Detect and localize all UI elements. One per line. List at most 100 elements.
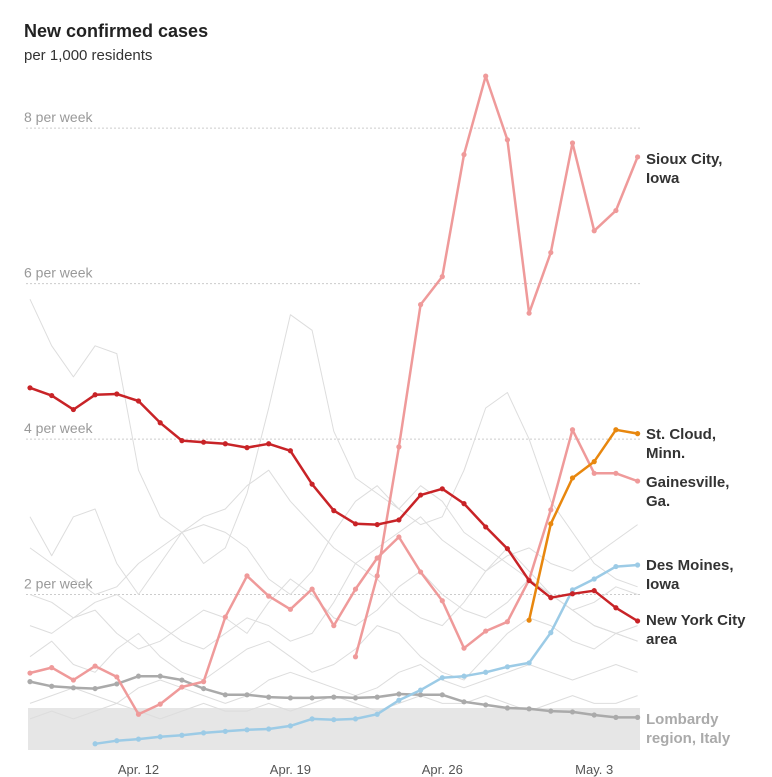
data-point [504, 664, 510, 670]
data-point [483, 702, 489, 708]
data-point [569, 140, 576, 146]
data-point [352, 695, 359, 701]
data-point [352, 586, 359, 592]
chart-subtitle: per 1,000 residents [24, 47, 152, 64]
data-point [591, 459, 597, 465]
data-point [548, 595, 554, 601]
data-point [548, 249, 554, 256]
x-tick-label: Apr. 26 [422, 762, 463, 777]
data-point [613, 605, 619, 611]
data-point [352, 716, 359, 722]
series-line [354, 74, 639, 658]
data-point [114, 391, 120, 397]
data-point [331, 623, 337, 629]
data-point [114, 738, 120, 744]
background-line [29, 664, 638, 704]
data-point [418, 569, 424, 575]
data-point [569, 587, 576, 593]
data-point [461, 152, 467, 158]
data-point [591, 576, 597, 582]
data-point [287, 448, 293, 454]
data-point [483, 628, 489, 634]
data-point [222, 441, 228, 447]
data-point [157, 701, 163, 707]
data-point [49, 665, 55, 671]
data-point [201, 679, 207, 685]
data-point [92, 741, 98, 747]
background-line [29, 617, 638, 681]
data-point [526, 706, 532, 712]
data-point [222, 614, 228, 620]
data-point [526, 577, 532, 584]
data-point [613, 563, 619, 570]
data-point [483, 524, 489, 530]
data-point [591, 588, 597, 594]
data-point [439, 692, 445, 698]
data-point [70, 685, 76, 691]
data-point [635, 478, 641, 484]
data-point [49, 392, 55, 399]
data-point [439, 598, 445, 604]
series-line [527, 428, 638, 621]
data-point [635, 431, 641, 437]
data-point [49, 683, 55, 689]
data-point [179, 732, 185, 738]
data-point [439, 274, 445, 280]
data-point [70, 677, 76, 683]
data-point [222, 692, 228, 698]
data-point [27, 385, 33, 391]
data-point [504, 705, 510, 711]
data-point [439, 486, 445, 492]
data-point [548, 521, 554, 527]
data-point [352, 654, 359, 660]
data-point [374, 521, 380, 528]
data-point [331, 717, 337, 723]
data-point [287, 606, 293, 612]
data-point [526, 660, 532, 666]
data-point [179, 684, 185, 690]
data-point [244, 692, 250, 698]
data-point [331, 694, 337, 700]
data-point [374, 555, 380, 561]
y-tick-label: 6 per week [24, 265, 93, 281]
data-point [157, 673, 163, 679]
data-point [309, 586, 315, 592]
data-point [635, 154, 641, 160]
series-label: Lombardy region, Italy [646, 711, 731, 747]
data-point [418, 687, 424, 693]
data-point [92, 392, 98, 398]
background-line [29, 392, 638, 595]
background-line [29, 547, 638, 650]
data-point [92, 685, 98, 692]
series-line [29, 386, 639, 623]
data-point [266, 441, 272, 447]
data-point [135, 673, 142, 679]
data-point [591, 470, 597, 476]
data-point [244, 727, 250, 733]
data-point [569, 709, 576, 715]
data-point [331, 508, 337, 514]
data-point [418, 302, 424, 308]
chart-title: New confirmed cases [24, 21, 208, 41]
data-point [396, 517, 402, 523]
data-point [135, 398, 142, 404]
data-point [114, 681, 120, 687]
data-point [244, 445, 250, 451]
data-point [27, 679, 33, 685]
data-point [309, 481, 315, 487]
data-point [244, 573, 250, 579]
data-point [504, 619, 510, 625]
data-point [613, 207, 619, 214]
data-point [309, 716, 315, 722]
x-tick-label: Apr. 12 [118, 762, 159, 777]
data-point [613, 470, 619, 476]
series-label: New York City area [646, 612, 746, 648]
data-point [309, 695, 315, 701]
x-tick-label: May. 3 [575, 762, 613, 777]
data-point [396, 444, 402, 450]
data-point [613, 714, 619, 720]
data-point [569, 475, 576, 481]
data-point [179, 438, 185, 444]
series-label: Sioux City, Iowa [646, 151, 723, 187]
